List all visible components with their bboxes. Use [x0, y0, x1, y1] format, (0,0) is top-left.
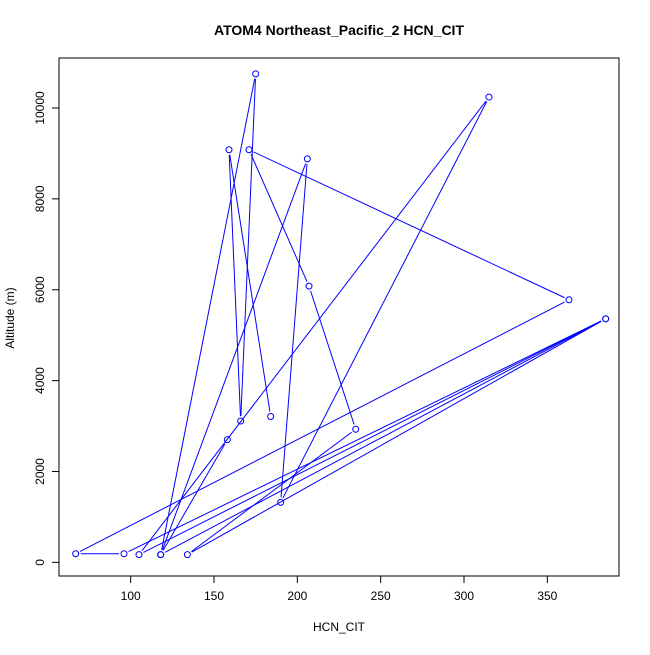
- series-line-segment: [253, 151, 565, 299]
- x-axis: 100 150 200 250 300 350: [121, 575, 558, 603]
- data-point: [277, 498, 285, 506]
- x-tick-label: 350: [537, 589, 557, 603]
- data-point: [565, 296, 573, 304]
- y-tick-label: 0: [33, 559, 47, 566]
- series-line-segment: [250, 154, 308, 282]
- y-tick-label: 10000: [33, 91, 47, 125]
- data-point: [135, 551, 143, 559]
- y-axis: 0 2000 4000 6000 8000 10000: [33, 91, 60, 566]
- series-line-segment: [191, 431, 352, 553]
- data-point: [237, 417, 245, 425]
- data-point: [120, 550, 128, 558]
- y-tick-label: 2000: [33, 458, 47, 485]
- data-point: [252, 70, 260, 78]
- series-line-segment: [79, 301, 565, 552]
- series-line-segment: [162, 443, 226, 551]
- data-point: [602, 315, 610, 323]
- y-tick-label: 4000: [33, 367, 47, 394]
- data-point: [72, 550, 80, 558]
- x-tick-label: 100: [121, 589, 141, 603]
- x-tick-label: 300: [454, 589, 474, 603]
- x-tick-label: 200: [287, 589, 307, 603]
- data-point: [485, 93, 493, 101]
- data-series: [72, 70, 610, 559]
- y-tick-label: 8000: [33, 185, 47, 212]
- data-point: [267, 413, 275, 421]
- series-line-segment: [280, 163, 308, 498]
- data-point: [303, 155, 311, 163]
- series-line-segment: [191, 320, 602, 553]
- series-line-segment: [161, 163, 307, 551]
- series-line-segment: [128, 320, 602, 552]
- y-tick-label: 6000: [33, 276, 47, 303]
- data-point: [245, 146, 253, 154]
- data-point: [305, 282, 313, 290]
- series-line-segment: [164, 320, 602, 553]
- series-line-segment: [161, 78, 256, 550]
- data-point: [223, 436, 231, 444]
- x-axis-label: HCN_CIT: [313, 620, 366, 634]
- x-tick-label: 250: [371, 589, 391, 603]
- data-point: [352, 425, 360, 433]
- x-tick-label: 150: [204, 589, 224, 603]
- series-line-segment: [143, 320, 602, 553]
- data-point: [157, 551, 165, 559]
- series-line-segment: [141, 100, 487, 551]
- data-point: [225, 146, 233, 154]
- data-point: [183, 551, 191, 559]
- y-axis-label: Altitude (m): [3, 287, 17, 348]
- series-line-segment: [282, 101, 488, 499]
- series-line-segment: [240, 78, 256, 417]
- series-line-segment: [229, 154, 271, 412]
- chart-title: ATOM4 Northeast_Pacific_2 HCN_CIT: [214, 22, 464, 38]
- series-line-segment: [310, 290, 355, 425]
